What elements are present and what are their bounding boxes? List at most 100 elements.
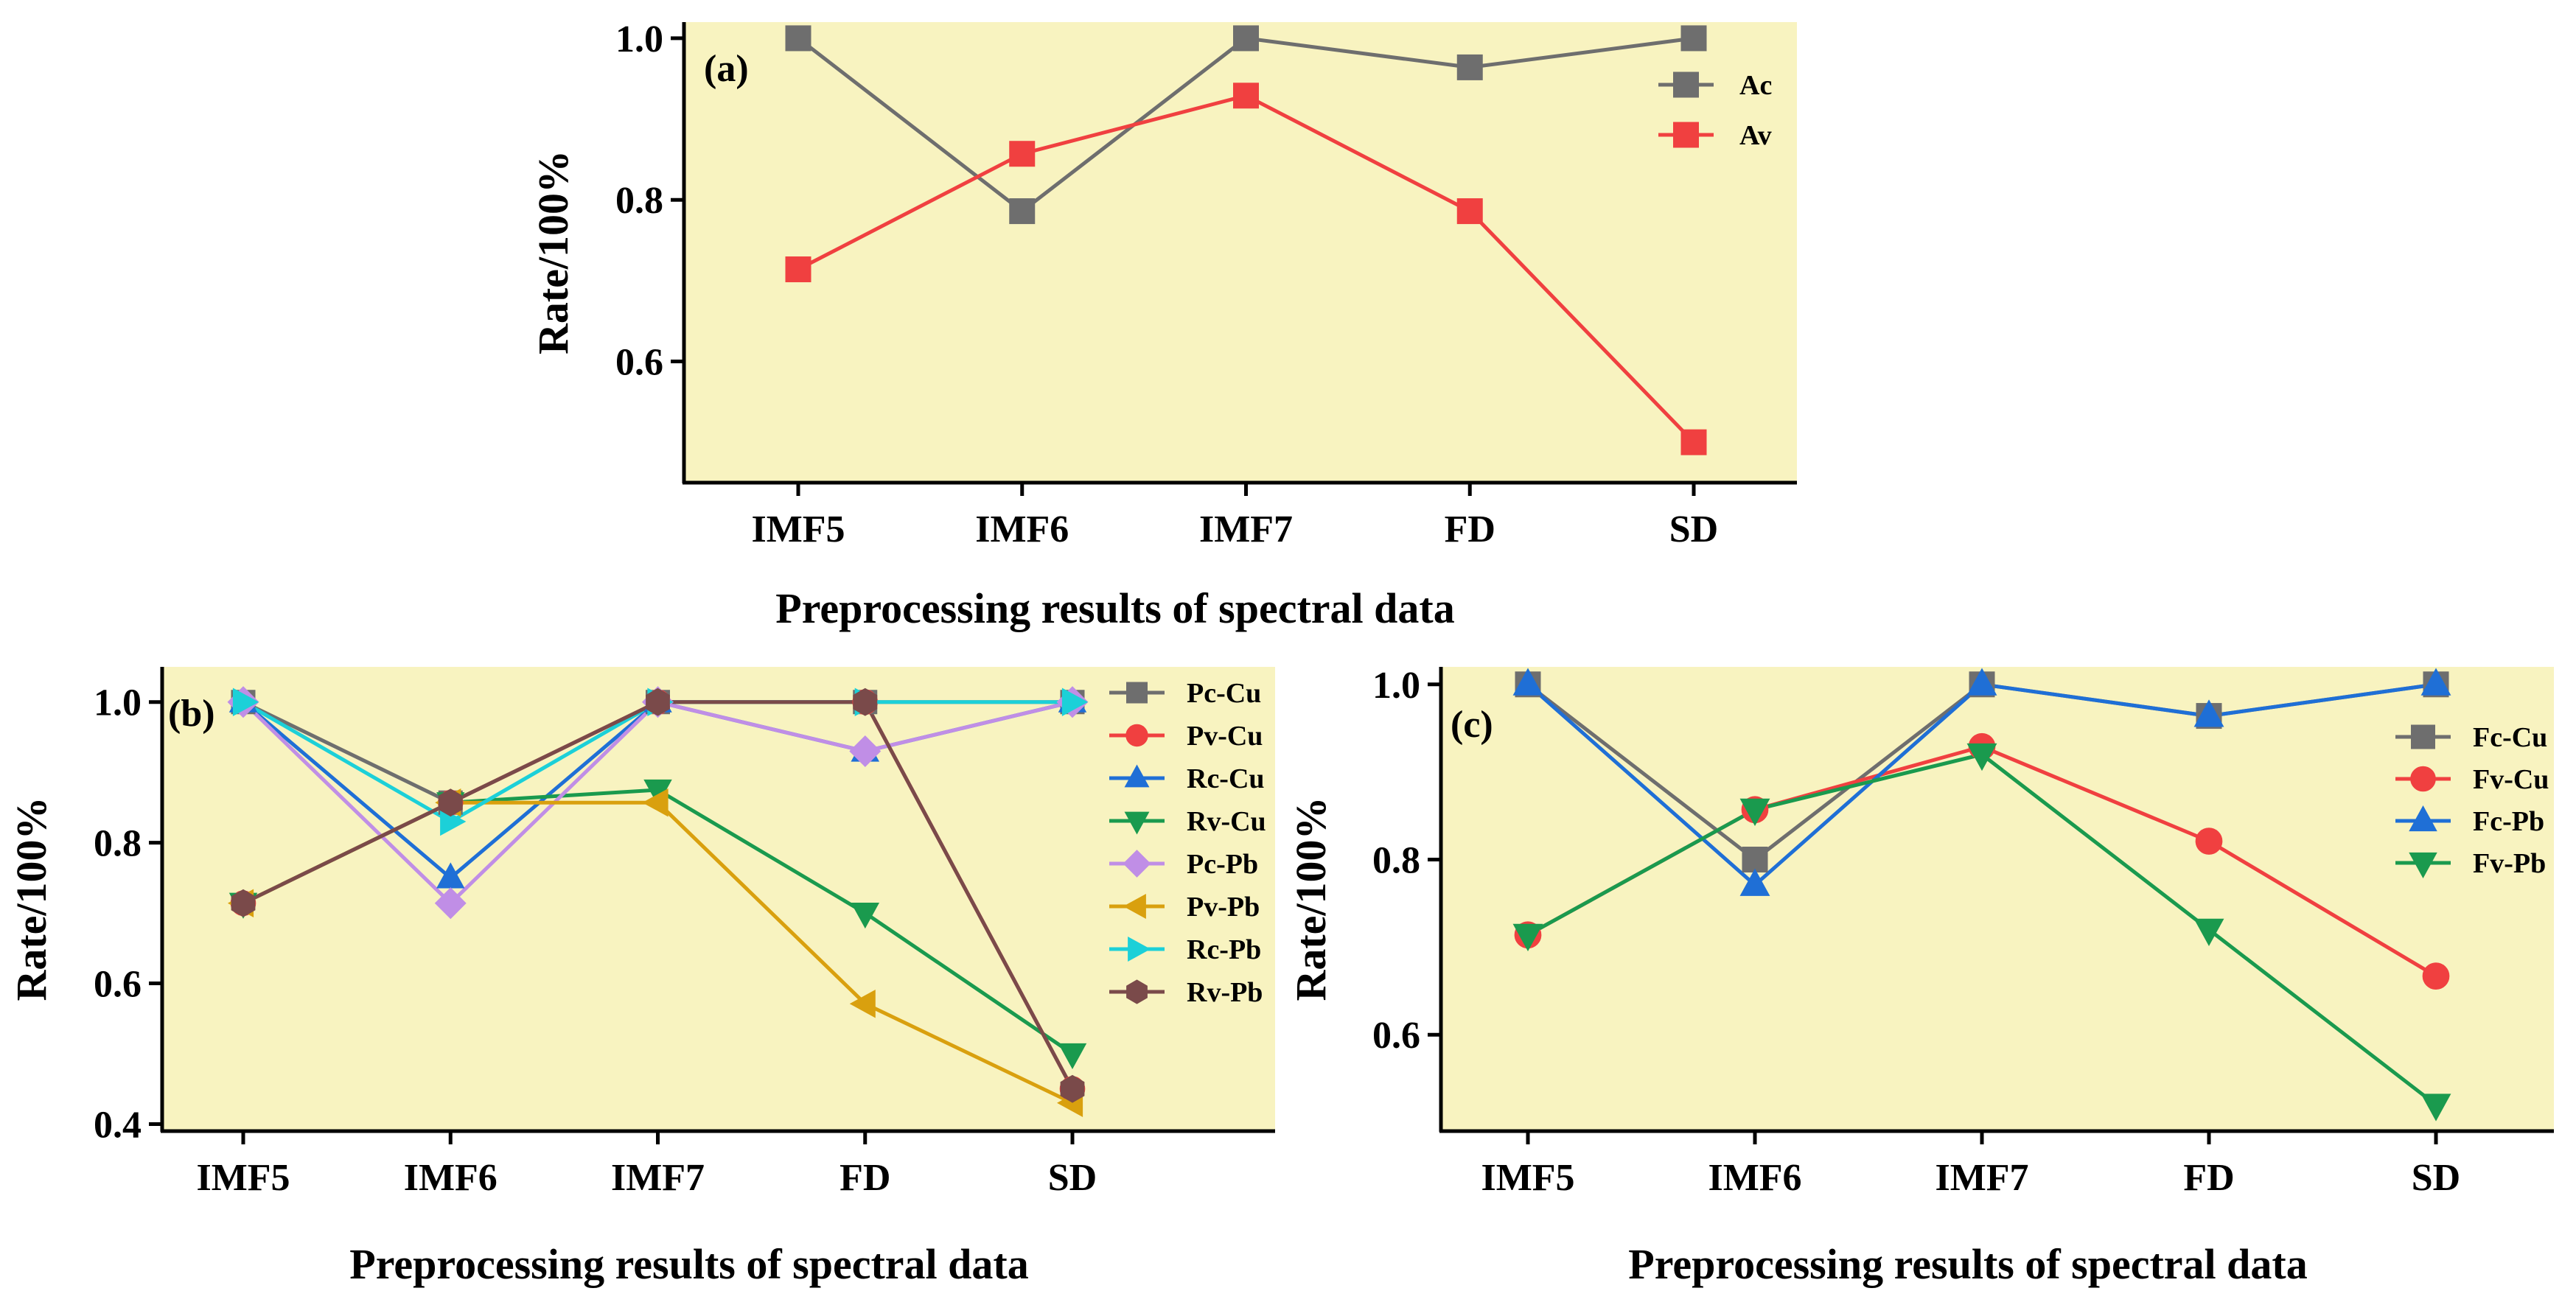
y-axis-title: Rate/100% [7, 797, 55, 1001]
legend-marker-rc-pb [1128, 937, 1151, 962]
chart-panel-c: 0.6 0.8 1.0 IMF5 IMF6 IMF7 FD SD Preprocessing r… [1287, 665, 2554, 1288]
plot-background-c [1441, 667, 2554, 1131]
y-tick-label: 1.0 [1372, 665, 1420, 707]
data-point-fv-pb [1966, 743, 1997, 772]
x-tick-label: IMF6 [975, 508, 1069, 550]
data-point-rv-cu [1058, 1043, 1087, 1070]
legend-marker-rc-cu [1124, 764, 1150, 788]
data-point-rc-pb [232, 688, 259, 716]
legend-label: Fv-Pb [2473, 848, 2546, 879]
data-point-av [1009, 141, 1036, 167]
y-tick-label: 0.8 [615, 180, 663, 222]
legend-label: Av [1739, 120, 1772, 151]
x-axis-title: Preprocessing results of spectral data [1628, 1240, 2307, 1288]
panel-label: (c) [1451, 704, 1493, 746]
data-point-rv-pb [1060, 1074, 1085, 1103]
legend-label: Rc-Cu [1187, 763, 1265, 794]
x-tick-label: SD [1048, 1157, 1097, 1199]
x-tick-label: IMF5 [1481, 1157, 1574, 1199]
y-tick-label: 0.6 [94, 964, 142, 1006]
legend-b: Pc-Cu Pv-Cu Rc-Cu Rv-Cu Pc-Pb Pv-Pb Rc-Pb Rv-Pb [1109, 678, 1266, 1008]
data-point-rc-pb [1061, 688, 1089, 716]
legend-marker-pc-cu [1126, 682, 1148, 704]
data-point-fv-pb [2420, 1094, 2451, 1122]
legend-marker-fc-pb [2409, 805, 2437, 832]
legend-label: Fc-Cu [2473, 722, 2547, 753]
data-point-fc-pb [2193, 699, 2224, 727]
legend-label: Pv-Cu [1187, 721, 1263, 752]
y-tick-label: 1.0 [615, 18, 663, 60]
x-tick-label: IMF6 [404, 1157, 498, 1199]
chart-panel-a: 0.6 0.8 1.0 IMF5 IMF6 IMF7 FD SD Preprocessing r… [529, 18, 1797, 632]
data-point-pc-pb [849, 735, 882, 768]
plot-background-b [162, 667, 1275, 1131]
x-axis-title: Preprocessing results of spectral data [349, 1240, 1028, 1288]
x-axis-title: Preprocessing results of spectral data [775, 584, 1454, 632]
legend-label: Pc-Pb [1187, 849, 1258, 880]
legend-marker-rv-pb [1126, 979, 1148, 1004]
data-point-av [1233, 83, 1259, 109]
panel-label: (b) [168, 693, 215, 735]
y-tick-label: 0.6 [615, 342, 663, 384]
y-tick-label: 0.8 [94, 823, 142, 865]
data-point-pc-pb [434, 887, 467, 920]
data-point-rv-pb [853, 688, 878, 716]
legend-marker-av [1673, 122, 1699, 148]
legend-a: Ac Av [1658, 70, 1772, 151]
data-point-av [1456, 198, 1483, 225]
data-point-rv-pb [438, 788, 463, 817]
data-point-ac [1680, 25, 1707, 52]
x-tick-label: IMF5 [751, 508, 845, 550]
legend-c: Fc-Cu Fv-Cu Fc-Pb Fv-Pb [2395, 722, 2549, 879]
data-point-av [1680, 429, 1707, 455]
legend-marker-fc-cu [2411, 724, 2435, 749]
data-point-ac [1009, 198, 1036, 225]
data-point-ac [785, 25, 811, 52]
legend-marker-fv-cu [2410, 766, 2436, 792]
x-tick-label: IMF7 [1935, 1157, 2028, 1199]
legend-label: Pv-Pb [1187, 892, 1260, 923]
legend-label: Rc-Pb [1187, 934, 1261, 965]
data-point-fv-cu [2422, 962, 2450, 990]
data-point-fv-pb [1739, 798, 1770, 827]
data-point-pv-pb [642, 788, 669, 817]
y-tick-label: 1.0 [94, 682, 142, 724]
data-point-fc-cu [1742, 847, 1768, 873]
legend-label: Pc-Cu [1187, 678, 1261, 709]
x-tick-label: FD [1445, 508, 1495, 550]
x-tick-label: IMF7 [611, 1157, 705, 1199]
y-tick-label: 0.4 [94, 1104, 142, 1146]
data-point-rv-pb [646, 688, 670, 716]
legend-marker-pv-cu [1125, 724, 1148, 747]
legend-marker-rv-cu [1124, 811, 1150, 835]
legend-label: Fc-Pb [2473, 806, 2544, 837]
data-point-fc-pb [2420, 668, 2451, 696]
data-point-fc-pb [1966, 668, 1997, 696]
data-point-fc-pb [1512, 668, 1543, 696]
x-tick-label: SD [2412, 1157, 2460, 1199]
y-axis-title: Rate/100% [1287, 797, 1335, 1001]
data-point-fv-pb [2193, 918, 2224, 946]
legend-marker-pv-pb [1123, 894, 1146, 919]
data-point-rv-pb [231, 889, 256, 917]
legend-marker-pc-pb [1123, 850, 1151, 878]
legend-marker-fv-pb [2409, 852, 2437, 879]
data-point-ac [1456, 54, 1483, 80]
panel-label: (a) [704, 48, 749, 90]
x-tick-label: FD [840, 1157, 890, 1199]
legend-label: Fv-Cu [2473, 764, 2549, 795]
y-tick-label: 0.8 [1372, 840, 1420, 882]
x-tick-label: IMF6 [1708, 1157, 1801, 1199]
data-point-fc-pb [1739, 868, 1770, 896]
y-axis-title: Rate/100% [529, 150, 577, 354]
data-point-ac [1233, 25, 1259, 52]
data-point-fv-pb [1512, 923, 1543, 952]
data-point-rv-cu [851, 903, 880, 929]
y-tick-label: 0.6 [1372, 1015, 1420, 1057]
legend-marker-ac [1673, 71, 1699, 98]
chart-panel-b: 0.4 0.6 0.8 1.0 IMF5 IMF6 IMF7 FD SD Preprocessin… [7, 667, 1275, 1288]
x-tick-label: FD [2183, 1157, 2234, 1199]
data-point-av [785, 256, 811, 283]
data-point-fv-cu [2195, 828, 2223, 855]
